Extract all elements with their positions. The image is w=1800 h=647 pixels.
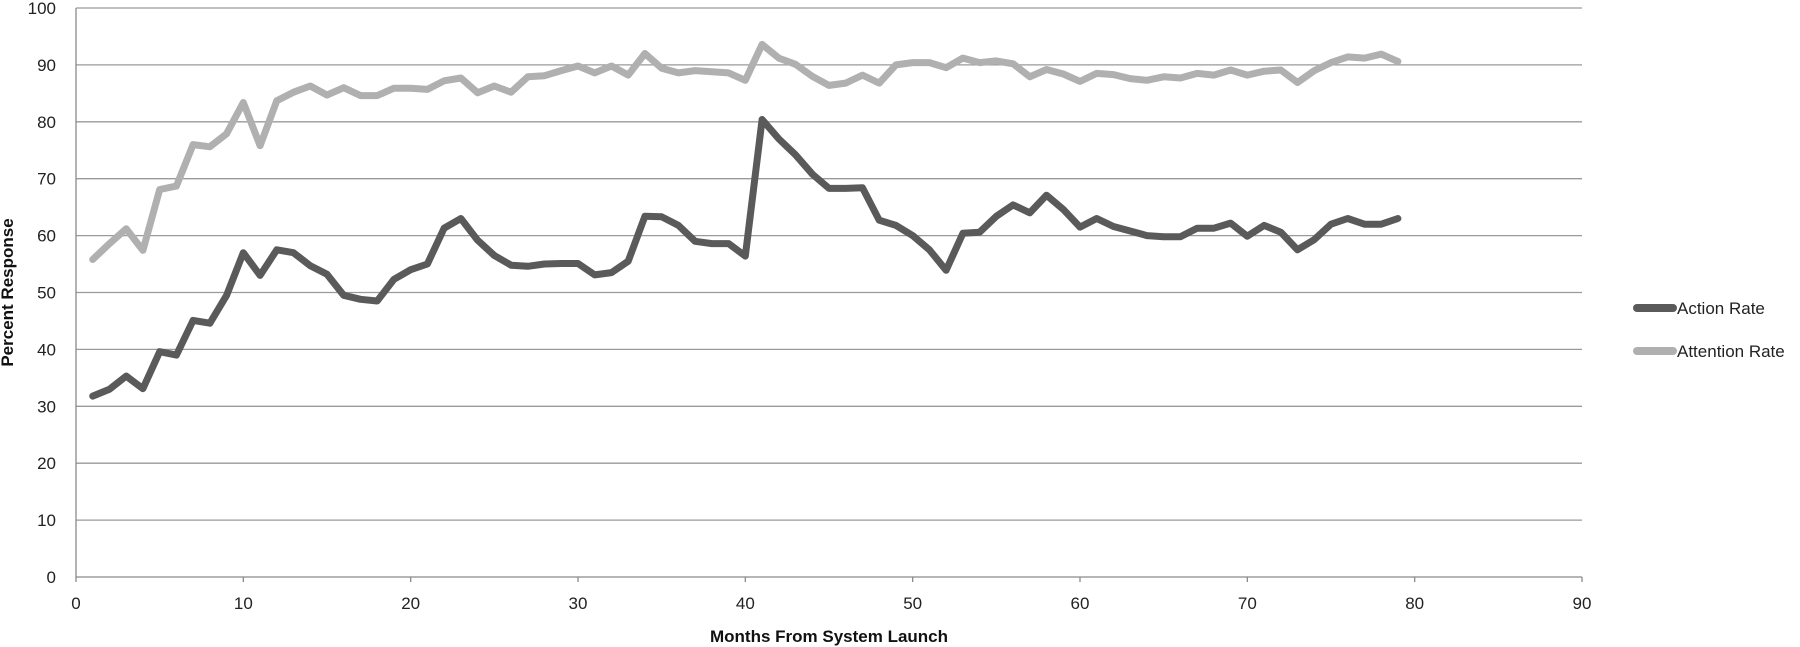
- y-tick-label: 60: [37, 227, 56, 246]
- x-tick-label: 60: [1071, 594, 1090, 613]
- y-tick-label: 20: [37, 454, 56, 473]
- y-tick-label: 70: [37, 170, 56, 189]
- x-tick-label: 90: [1573, 594, 1592, 613]
- y-axis-title: Percent Response: [0, 218, 17, 366]
- y-tick-label: 40: [37, 340, 56, 359]
- x-tick-label: 0: [71, 594, 80, 613]
- x-tick-label: 80: [1405, 594, 1424, 613]
- legend-label-2: Attention Rate: [1677, 342, 1785, 361]
- gridlines: [76, 7, 1582, 521]
- legend-label-1: Action Rate: [1677, 299, 1765, 318]
- x-axis-title: Months From System Launch: [710, 627, 948, 646]
- y-tick-label: 80: [37, 113, 56, 132]
- series-line-2: [89, 40, 1402, 263]
- series-lines: [89, 40, 1402, 400]
- x-tick-label: 50: [903, 594, 922, 613]
- x-tick-label: 20: [401, 594, 420, 613]
- y-tick-labels: 0 10 20 30 40 50 60 70 80 90 100: [28, 0, 56, 587]
- y-tick-label: 0: [47, 568, 56, 587]
- series-line-1: [89, 116, 1402, 400]
- x-tick-labels: 0 10 20 30 40 50 60 70 80 90: [71, 594, 1591, 613]
- y-tick-label: 50: [37, 284, 56, 303]
- x-tick-label: 70: [1238, 594, 1257, 613]
- y-tick-label: 100: [28, 0, 56, 18]
- x-tick-label: 30: [569, 594, 588, 613]
- axes: [75, 8, 1583, 582]
- y-tick-label: 30: [37, 397, 56, 416]
- x-tick-label: 10: [234, 594, 253, 613]
- legend: Action Rate Attention Rate: [1633, 299, 1785, 361]
- y-tick-label: 90: [37, 56, 56, 75]
- x-tick-label: 40: [736, 594, 755, 613]
- y-tick-label: 10: [37, 511, 56, 530]
